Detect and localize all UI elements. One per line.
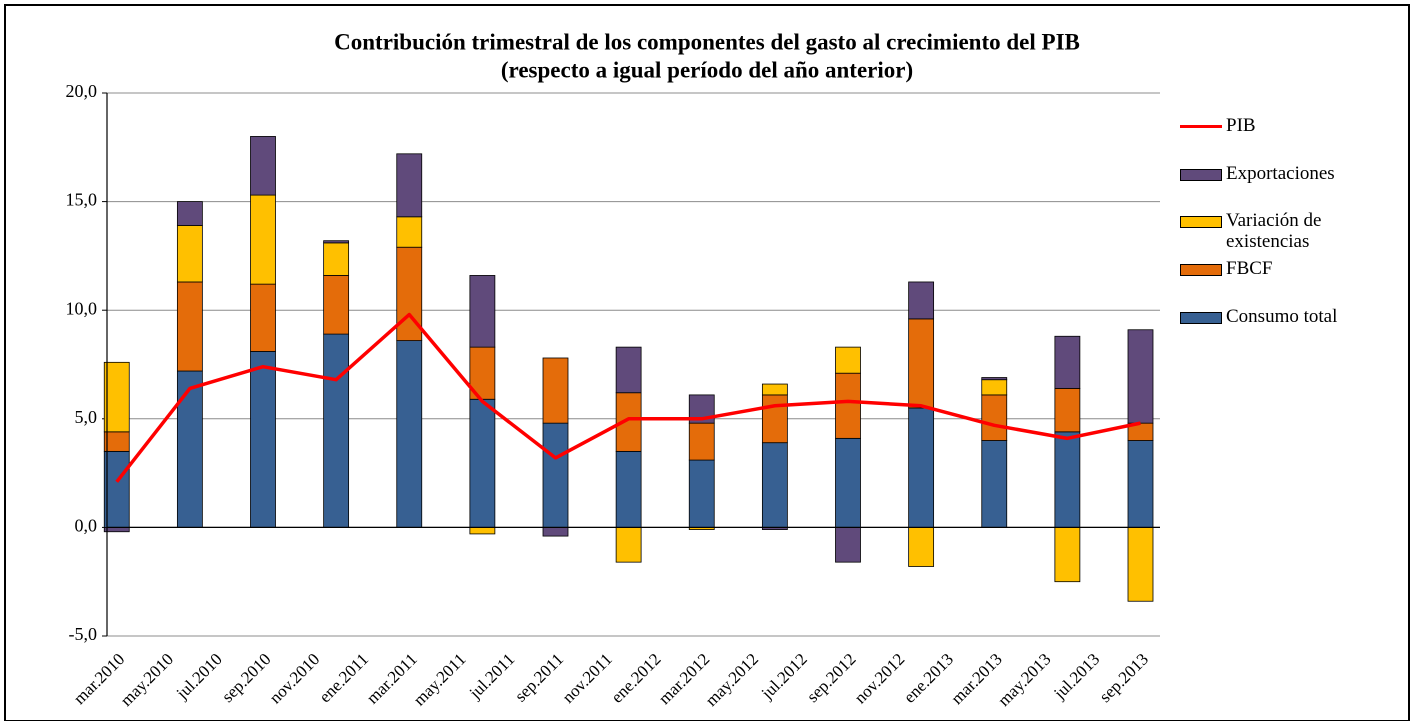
legend-entry: Exportaciones [1180, 163, 1386, 184]
x-tick-label: sep.2010 [218, 650, 275, 707]
x-tick-label: sep.2013 [1096, 650, 1153, 707]
bar [103, 527, 130, 533]
x-tick-label: ene.2013 [900, 650, 957, 707]
bar [176, 225, 203, 283]
bar [176, 281, 203, 372]
bar [1054, 527, 1081, 583]
bar [542, 527, 569, 537]
bar [761, 442, 788, 528]
bar [908, 281, 935, 320]
x-tick-label: sep.2011 [511, 650, 567, 706]
bar [688, 422, 715, 461]
bar [981, 379, 1008, 396]
bar [615, 527, 642, 563]
x-tick-label: may.2010 [117, 650, 177, 710]
legend-swatch [1180, 264, 1222, 276]
x-tick-label: jul.2011 [465, 650, 518, 703]
chart-title: Contribución trimestral de los component… [334, 29, 1080, 54]
bar [615, 450, 642, 528]
y-tick-label: 5,0 [75, 407, 98, 427]
bar [396, 340, 423, 528]
x-tick-label: jul.2012 [757, 650, 811, 704]
bar [542, 357, 569, 424]
bar [250, 283, 276, 352]
legend-label: FBCF [1226, 258, 1273, 279]
bar [761, 394, 788, 444]
legend-entry: FBCF [1180, 258, 1386, 279]
bar [323, 242, 350, 276]
bar [835, 346, 861, 374]
legend-swatch [1180, 216, 1222, 228]
bar [176, 201, 203, 226]
y-tick-label: 0,0 [75, 516, 98, 536]
bar [981, 394, 1008, 441]
y-tick-label: 15,0 [66, 190, 98, 210]
bar [542, 422, 569, 528]
bar [176, 370, 203, 528]
bar [103, 450, 130, 528]
legend-swatch [1180, 169, 1222, 181]
y-tick-label: 20,0 [66, 81, 98, 101]
x-tick-label: jul.2010 [172, 650, 226, 704]
bar [323, 240, 350, 244]
x-tick-label: nov.2011 [559, 650, 616, 707]
bar [1054, 431, 1081, 528]
bar [323, 275, 350, 335]
legend-entry: Consumo total [1180, 306, 1386, 327]
legend-swatch [1180, 125, 1222, 128]
legend-label: Variación de existencias [1226, 210, 1322, 252]
x-tick-label: may.2011 [410, 650, 470, 710]
bar [835, 527, 861, 563]
bar [615, 346, 642, 394]
x-tick-label: ene.2011 [315, 650, 372, 707]
bar [835, 437, 861, 528]
bar [981, 377, 1008, 381]
bar [469, 527, 496, 535]
bar [981, 440, 1008, 528]
x-tick-label: nov.2012 [851, 650, 909, 708]
y-tick-label: 10,0 [66, 298, 98, 318]
x-tick-label: nov.2010 [266, 650, 324, 708]
x-tick-label: may.2013 [994, 650, 1054, 710]
bar [908, 407, 935, 528]
bar [469, 398, 496, 528]
bar [908, 318, 935, 409]
chart-subtitle: (respecto a igual período del año anteri… [501, 57, 913, 82]
frame [4, 4, 1410, 721]
x-tick-label: ene.2012 [607, 650, 664, 707]
bar [835, 372, 861, 439]
bar [250, 136, 276, 196]
bar [1127, 329, 1154, 424]
x-tick-label: sep.2012 [803, 650, 860, 707]
bar [1127, 527, 1154, 602]
bar [1054, 387, 1081, 433]
bar [688, 459, 715, 528]
legend-entry: PIB [1180, 115, 1386, 136]
y-tick-label: -5,0 [69, 624, 98, 644]
bar [761, 383, 788, 396]
bar [323, 333, 350, 528]
legend-label: PIB [1226, 115, 1256, 136]
bar [396, 216, 423, 248]
bar [103, 361, 130, 433]
bar [1054, 335, 1081, 389]
bar [103, 431, 130, 452]
bar [250, 194, 276, 285]
legend-label: Consumo total [1226, 306, 1338, 327]
bar [1127, 440, 1154, 528]
bar [250, 351, 276, 528]
legend-entry: Variación de existencias [1180, 210, 1386, 252]
line [115, 312, 1141, 483]
legend-label: Exportaciones [1226, 163, 1335, 184]
legend-swatch [1180, 312, 1222, 324]
bar [908, 527, 935, 567]
x-tick-label: may.2012 [702, 650, 762, 710]
bar [469, 275, 496, 348]
bar [396, 153, 423, 218]
x-tick-label: jul.2013 [1049, 650, 1103, 704]
